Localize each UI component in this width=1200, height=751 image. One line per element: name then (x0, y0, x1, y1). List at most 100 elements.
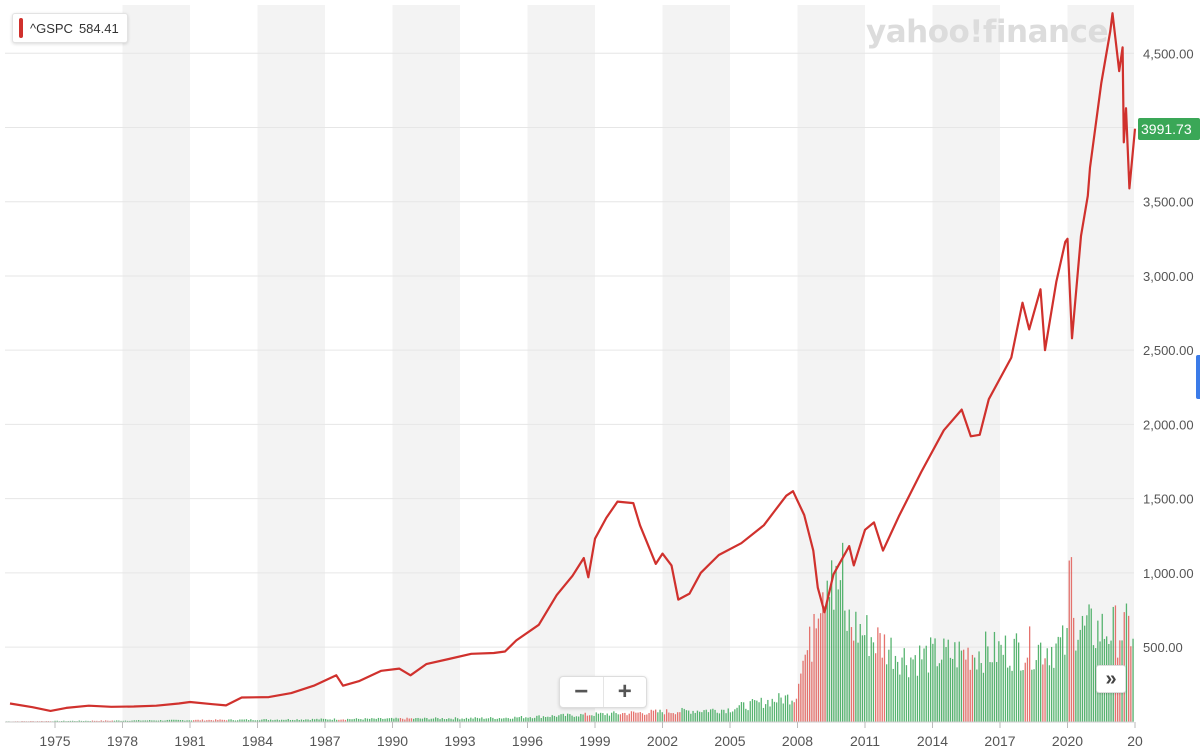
volume-bar (536, 715, 538, 722)
series-legend[interactable]: ^GSPC 584.41 (12, 13, 128, 43)
volume-bar (567, 713, 569, 722)
volume-bar (252, 720, 254, 722)
volume-bar (327, 719, 329, 722)
volume-bar (881, 657, 883, 722)
year-bands (122, 5, 1134, 722)
volume-bar (831, 560, 833, 722)
volume-bar (446, 719, 448, 722)
volume-bar (314, 719, 316, 722)
volume-bar (239, 719, 241, 722)
volume-bar (859, 623, 861, 722)
volume-bar (382, 718, 384, 722)
volume-bar (787, 694, 789, 722)
volume-bar (311, 718, 314, 722)
volume-bar (655, 709, 657, 722)
volume-bar (232, 720, 234, 722)
volume-bar (118, 720, 120, 722)
x-axis-ticks: 1975 1978 1981 1984 1987 1990 1993 1996 1999 2002… (5, 721, 1143, 749)
volume-bar (989, 662, 991, 722)
volume-bar (518, 717, 520, 722)
volume-bar (320, 718, 322, 722)
volume-bar (1033, 669, 1035, 722)
year-band (932, 5, 1000, 722)
volume-bar (210, 720, 212, 722)
volume-bar (595, 712, 597, 722)
volume-bar (985, 631, 987, 722)
volume-bar (195, 719, 197, 722)
volume-bar (666, 709, 668, 722)
volume-bar (514, 716, 516, 722)
volume-bar (905, 665, 908, 722)
volume-bar (729, 712, 732, 722)
volume-bar (344, 719, 347, 722)
volume-bar (69, 720, 72, 722)
volume-bar (256, 720, 259, 722)
volume-bar (551, 715, 553, 722)
x-tick-label: 20 (1127, 733, 1143, 749)
volume-bar (298, 720, 300, 722)
volume-bar (688, 710, 690, 722)
volume-bar (923, 648, 925, 722)
scroll-to-latest-button[interactable]: » (1096, 665, 1126, 693)
volume-bar (784, 695, 787, 722)
volume-bar (338, 719, 340, 722)
volume-bar (652, 710, 655, 722)
volume-bar (292, 719, 294, 722)
volume-bar (419, 718, 421, 722)
volume-bar (782, 703, 784, 722)
volume-bar (571, 715, 573, 722)
volume-bar (309, 720, 311, 722)
zoom-in-button[interactable]: + (602, 677, 647, 707)
volume-bar (364, 718, 366, 722)
volume-bar (219, 719, 221, 722)
volume-bar (1048, 665, 1051, 722)
volume-bar (439, 719, 441, 722)
volume-bar (580, 713, 582, 722)
x-tick-label: 2014 (917, 733, 948, 749)
volume-bar (124, 720, 127, 722)
x-tick-label: 1978 (107, 733, 138, 749)
volume-bar (815, 628, 817, 722)
y-tick-label: 3,000.00 (1143, 269, 1194, 284)
volume-bar (1095, 648, 1097, 722)
volume-bar (569, 714, 571, 722)
zoom-out-button[interactable]: − (574, 678, 589, 705)
volume-bar (153, 720, 155, 722)
volume-bar (617, 714, 619, 722)
volume-bar (1020, 670, 1022, 722)
volume-bar (459, 719, 461, 722)
volume-bar (562, 713, 564, 722)
volume-bar (182, 720, 184, 722)
volume-bar (1125, 603, 1128, 722)
volume-bar (540, 717, 542, 722)
volume-bar (921, 659, 923, 722)
volume-bar (608, 715, 611, 722)
volume-bar (991, 662, 993, 722)
x-tick-label: 1981 (174, 733, 205, 749)
volume-bar (270, 719, 272, 722)
current-price-tag: 3991.73 (1138, 118, 1200, 140)
volume-bar (386, 718, 388, 722)
volume-bar (826, 580, 828, 722)
volume-bar (322, 718, 325, 722)
volume-bar (131, 720, 133, 722)
volume-bar (1009, 665, 1011, 722)
volume-bar (452, 719, 454, 722)
volume-bar (254, 720, 256, 722)
volume-bar (657, 712, 659, 722)
volume-bar (234, 720, 237, 722)
x-tick-label: 2017 (984, 733, 1015, 749)
panel-edge-handle[interactable] (1196, 355, 1200, 399)
volume-bar (604, 715, 606, 722)
volume-bar (1070, 557, 1073, 722)
y-tick-label: 2,500.00 (1143, 343, 1194, 358)
volume-bar (485, 718, 487, 722)
volume-bar (410, 718, 413, 722)
volume-bar (435, 717, 437, 722)
volume-bar (391, 717, 393, 722)
volume-bar (402, 718, 404, 722)
volume-bar (756, 700, 758, 722)
volume-bar (358, 718, 360, 722)
volume-bar (138, 720, 140, 722)
